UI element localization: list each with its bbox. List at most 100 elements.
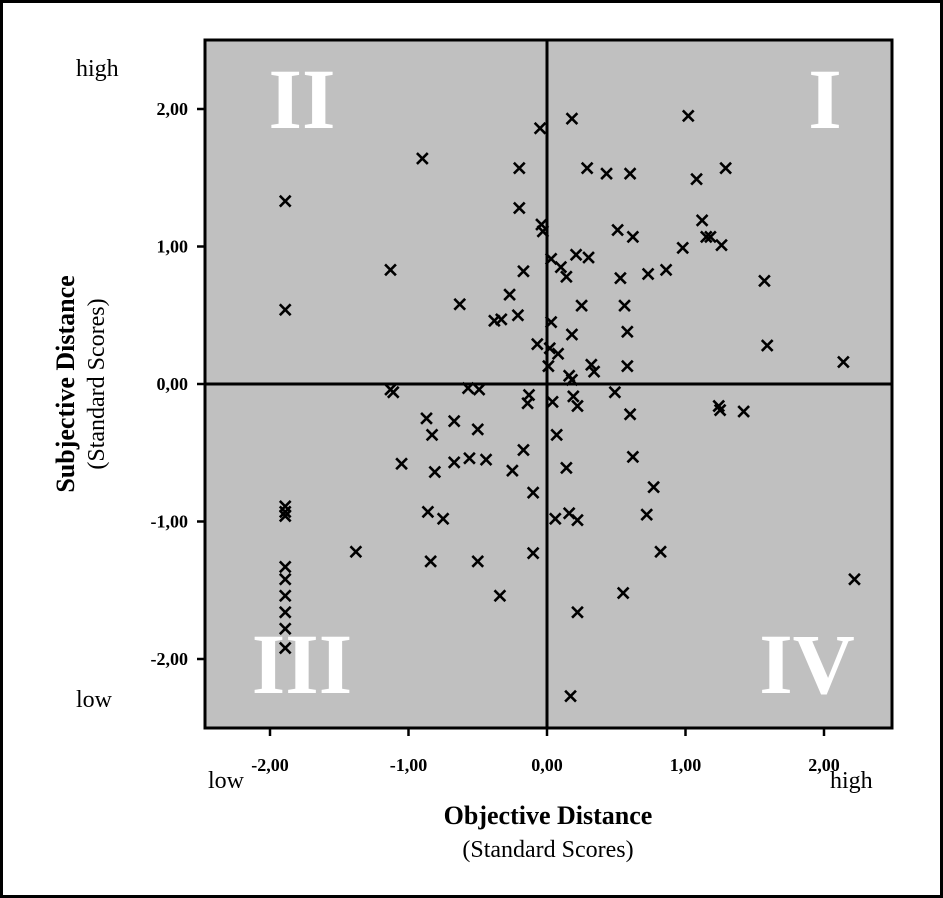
data-point <box>600 167 613 180</box>
data-point <box>278 572 292 586</box>
data-point <box>386 385 400 399</box>
data-point <box>566 390 580 403</box>
x-axis-ticks: -2,00 -1,00 0,00 1,00 2,00 <box>251 728 840 775</box>
quadrant-label-ii: II <box>269 51 336 147</box>
y-low-label: low <box>76 687 113 713</box>
data-point <box>544 315 558 329</box>
data-point <box>472 383 486 396</box>
data-point <box>640 508 654 521</box>
data-point <box>565 112 579 125</box>
data-point <box>571 399 584 413</box>
y-axis-title: Subjective Distance <box>51 275 80 492</box>
data-point <box>564 689 577 703</box>
data-point <box>560 461 573 475</box>
data-point <box>493 589 507 603</box>
data-point <box>447 414 461 428</box>
data-point <box>582 251 595 264</box>
data-point <box>571 513 584 527</box>
data-point <box>837 355 850 369</box>
data-point <box>278 622 292 636</box>
data-point <box>758 274 771 288</box>
data-point <box>395 457 408 471</box>
data-point <box>471 555 485 568</box>
data-point <box>278 641 292 655</box>
data-point <box>522 388 536 402</box>
data-point <box>503 288 516 301</box>
data-point <box>447 456 461 469</box>
y-tick-label: 0,00 <box>157 374 189 394</box>
y-tick-label: -1,00 <box>151 512 189 532</box>
y-tick-label: 1,00 <box>157 237 189 257</box>
data-point <box>278 589 292 603</box>
data-points <box>278 109 861 703</box>
x-tick-label: -2,00 <box>251 755 289 775</box>
data-point <box>626 450 640 464</box>
data-point <box>623 167 637 180</box>
data-point <box>618 299 631 312</box>
data-point <box>676 241 690 255</box>
y-axis-subtitle: (Standard Scores) <box>84 298 110 469</box>
data-point <box>737 405 751 418</box>
data-point <box>536 225 550 238</box>
data-point <box>517 264 530 278</box>
data-point <box>760 339 774 352</box>
data-point <box>278 194 292 208</box>
data-point <box>526 486 540 499</box>
y-high-label: high <box>76 56 119 82</box>
data-point <box>550 428 564 442</box>
data-point <box>560 270 573 284</box>
data-point <box>704 230 717 244</box>
y-tick-label: -2,00 <box>151 649 189 669</box>
data-point <box>425 428 439 442</box>
data-point <box>543 341 557 355</box>
data-point <box>278 505 292 519</box>
quadrant-label-iii: III <box>252 616 352 712</box>
data-point <box>654 545 667 559</box>
data-point <box>278 509 292 523</box>
data-point <box>713 403 727 417</box>
x-axis-title: Objective Distance <box>444 801 653 830</box>
data-point <box>608 385 622 399</box>
data-point <box>461 381 475 395</box>
y-axis-ticks: -2,00 -1,00 0,00 1,00 2,00 <box>151 99 205 669</box>
quadrant-label-iv: IV <box>759 616 855 712</box>
data-point <box>548 512 562 526</box>
data-point <box>719 161 733 175</box>
data-point <box>544 252 558 266</box>
data-point <box>463 451 476 465</box>
x-tick-label: 1,00 <box>670 755 702 775</box>
data-point <box>699 230 713 244</box>
data-point <box>848 572 861 586</box>
data-point <box>626 230 640 244</box>
data-point <box>565 328 579 341</box>
data-point <box>571 605 584 619</box>
data-point <box>436 512 450 526</box>
data-point <box>526 546 540 560</box>
x-high-label: high <box>830 768 873 794</box>
data-point <box>641 267 655 281</box>
data-point <box>551 347 565 361</box>
x-tick-label: -1,00 <box>390 755 428 775</box>
data-point <box>569 248 583 262</box>
data-point <box>659 263 673 277</box>
data-point <box>620 325 634 339</box>
data-point <box>506 464 519 477</box>
x-low-label: low <box>208 768 245 794</box>
data-point <box>587 365 601 378</box>
data-point <box>512 201 526 215</box>
data-point <box>479 453 493 466</box>
data-point <box>384 263 397 277</box>
data-point <box>453 297 467 311</box>
data-point <box>681 109 695 123</box>
data-point <box>611 223 624 237</box>
data-point <box>471 423 485 436</box>
data-point <box>542 359 555 373</box>
data-point <box>421 505 435 519</box>
data-point <box>428 465 442 479</box>
data-point <box>554 260 568 274</box>
data-point <box>278 560 292 574</box>
data-point <box>715 238 728 252</box>
data-point <box>565 373 579 387</box>
quadrant-label-i: I <box>808 51 841 147</box>
data-point <box>278 605 292 619</box>
